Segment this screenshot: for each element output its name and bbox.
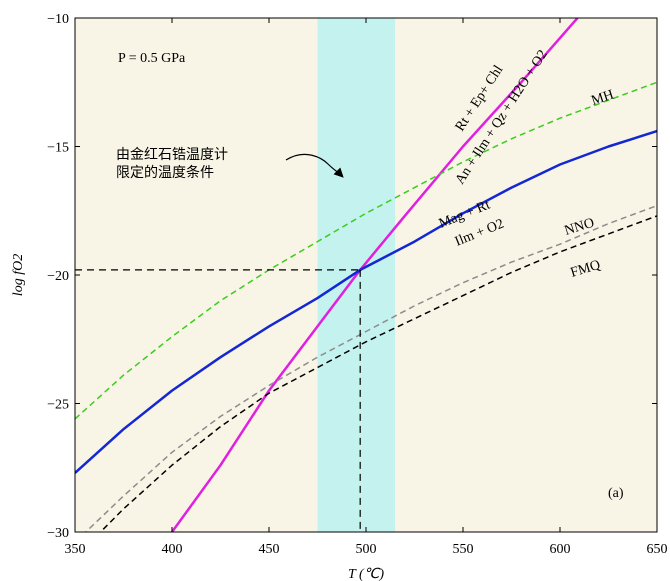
x-tick-label: 650 bbox=[647, 542, 668, 557]
x-tick-label: 600 bbox=[550, 542, 571, 557]
mh-label: MH bbox=[590, 88, 616, 109]
y-tick-label: −10 bbox=[47, 12, 69, 27]
x-axis-label: T (℃) bbox=[348, 567, 384, 581]
y-axis-label: log fO2 bbox=[11, 254, 26, 296]
x-tick-label: 500 bbox=[356, 542, 377, 557]
y-tick-label: −30 bbox=[47, 526, 69, 541]
annotation-text-line1: 由金红石锆温度计 bbox=[116, 147, 228, 163]
y-tick-label: −25 bbox=[47, 398, 69, 413]
pressure-label: P = 0.5 GPa bbox=[118, 51, 186, 66]
x-tick-label: 550 bbox=[453, 542, 474, 557]
y-tick-label: −15 bbox=[47, 141, 69, 156]
annotation-arrow bbox=[285, 153, 344, 178]
panel-label: (a) bbox=[608, 486, 624, 501]
x-tick-label: 400 bbox=[162, 542, 183, 557]
fmq-buffer-line bbox=[99, 215, 657, 532]
x-tick-label: 350 bbox=[65, 542, 86, 557]
y-tick-label: −20 bbox=[47, 269, 69, 284]
annotation-text-line2: 限定的温度条件 bbox=[116, 164, 214, 181]
x-tick-label: 450 bbox=[259, 542, 280, 557]
nno-buffer-line bbox=[84, 204, 657, 532]
mh-buffer-line bbox=[75, 81, 657, 420]
